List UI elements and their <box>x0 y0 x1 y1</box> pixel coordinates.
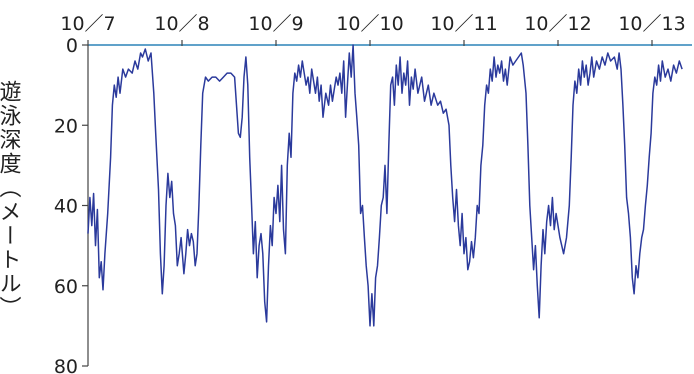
x-tick-label: 10／10 <box>336 13 403 35</box>
y-tick-label: 80 <box>54 356 78 374</box>
y-axis-ticks: 0 20 40 60 80 <box>54 35 88 374</box>
y-tick-label: 0 <box>66 35 78 57</box>
x-tick-label: 10／12 <box>524 13 591 35</box>
depth-series-line <box>87 44 683 327</box>
y-tick-label: 20 <box>54 115 78 137</box>
x-tick-label: 10／8 <box>154 13 209 35</box>
y-tick-label: 60 <box>54 276 78 298</box>
y-axis-label: 遊泳深度（メートル） <box>0 80 22 320</box>
x-axis-ticks: 10／7 10／8 10／9 10／10 10／11 10／12 10／13 <box>60 13 686 46</box>
x-tick-label: 10／7 <box>60 13 115 35</box>
x-tick-label: 10／13 <box>618 13 685 35</box>
y-tick-label: 40 <box>54 196 78 218</box>
x-tick-label: 10／9 <box>248 13 303 35</box>
series-layer <box>87 44 683 327</box>
x-tick-label: 10／11 <box>430 13 497 35</box>
